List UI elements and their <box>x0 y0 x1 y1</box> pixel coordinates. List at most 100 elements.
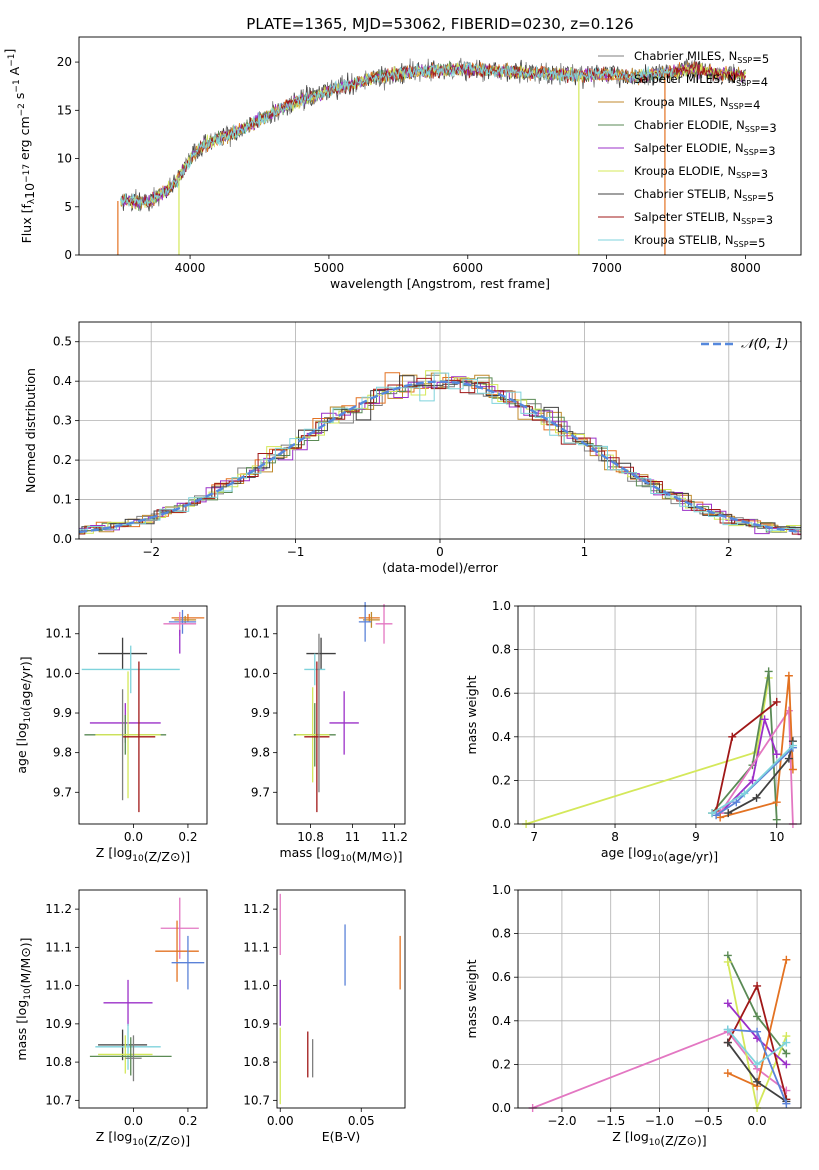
spectrum-line <box>120 61 674 208</box>
panel-age_vs_Z: 0.0 0.29.79.89.910.010.1Z [log10(Z/Z⊙)]ag… <box>14 605 208 864</box>
y-tick-label: 0.3 <box>53 414 72 428</box>
weight-marker <box>753 1027 762 1036</box>
x-tick-label: 0.2 <box>178 1114 197 1128</box>
label-part: =3 <box>759 144 776 158</box>
label-part: SSP <box>736 171 751 180</box>
y-tick-label: 0.6 <box>492 970 511 984</box>
y-tick-label: 9.7 <box>53 785 72 799</box>
label-part: (Z/Z⊙)] <box>144 849 190 864</box>
x-tick-label: 8 <box>611 830 619 844</box>
label-part: Chabrier ELODIE, N <box>634 118 745 132</box>
label-part: (Z/Z⊙)] <box>660 1133 706 1148</box>
legend-label: 𝒩(0, 1) <box>741 337 788 352</box>
x-tick-label: 5000 <box>314 261 345 275</box>
residual-histogram <box>79 377 801 533</box>
weight-line <box>711 671 778 820</box>
label-part: SSP <box>744 148 759 157</box>
x-axis-label: E(B-V) <box>322 1129 361 1144</box>
label-part: log <box>14 1000 29 1019</box>
weight-marker <box>716 813 725 822</box>
axes-frame <box>517 605 802 825</box>
label-part: 10 <box>23 988 33 1000</box>
x-tick-label: −1.0 <box>645 1114 674 1128</box>
panel-weight_vs_Z: −2.0 −1.5 −1.0 −0.5 0.0 0.0 0.2 0.4 0.6 0.8 1.0 Z [… <box>464 883 802 1148</box>
weight-marker <box>723 1069 732 1078</box>
y-tick-label: 10.1 <box>45 627 72 641</box>
x-tick-label: 4000 <box>175 261 206 275</box>
label-part: Salpeter STELIB, N <box>634 210 741 224</box>
weight-marker <box>782 955 791 964</box>
y-tick-label: 10.9 <box>45 1017 72 1031</box>
y-tick-label: 9.9 <box>53 706 72 720</box>
label-part: mass [ <box>14 1019 29 1061</box>
label-part: Kroupa ELODIE, N <box>634 164 736 178</box>
x-tick-label: 9 <box>692 830 700 844</box>
y-tick-label: 0.6 <box>492 686 511 700</box>
y-tick-label: 10.7 <box>45 1093 72 1107</box>
weight-marker <box>772 815 781 824</box>
label-part: mass [ <box>279 845 321 860</box>
weight-line <box>715 701 778 812</box>
label-part: mass weight <box>464 675 479 754</box>
y-tick-label: 5 <box>64 200 72 214</box>
panel-mass_vs_Z: 0.0 0.210.710.810.911.011.111.2Z [log10(Z… <box>14 889 208 1148</box>
x-tick-label: −0.5 <box>694 1114 723 1128</box>
legend-label: Chabrier MILES, NSSP=5 <box>634 49 769 66</box>
panel-mass_vs_EBV: 0.00 0.05 10.7 10.8 10.9 11.0 11.1 11.2 E(B-V) <box>243 889 406 1144</box>
y-tick-label: 10.0 <box>45 666 72 680</box>
weight-marker <box>788 741 797 750</box>
weight-marker <box>723 957 732 966</box>
x-axis-label: Z [log10(Z/Z⊙)] <box>96 1129 190 1148</box>
y-tick-label: 10.8 <box>243 1055 270 1069</box>
weight-marker <box>782 1038 791 1047</box>
label-part: Chabrier MILES, N <box>634 49 737 63</box>
label-part: age [ <box>14 742 29 774</box>
axes-frame <box>276 889 406 1109</box>
label-part: erg cm <box>17 116 32 164</box>
label-part: =4 <box>744 98 761 112</box>
legend-label: Salpeter MILES, NSSP=4 <box>634 72 768 89</box>
y-axis-label: mass weight <box>464 675 479 754</box>
label-part: (M/M⊙)] <box>18 937 33 988</box>
label-part: (age/yr)] <box>663 849 718 864</box>
y-tick-label: 20 <box>57 55 72 69</box>
weight-marker <box>723 999 732 1008</box>
weight-line <box>532 1030 787 1109</box>
y-tick-label: 0.4 <box>53 374 72 388</box>
y-axis-label: age [log10(age/yr)] <box>14 656 33 773</box>
label-part: E(B-V) <box>322 1129 361 1144</box>
label-part: (data-model)/error <box>382 560 499 575</box>
weight-marker <box>753 1060 762 1069</box>
weight-marker <box>782 1099 791 1108</box>
weight-marker <box>732 798 741 807</box>
label-part: SSP <box>745 125 760 134</box>
y-tick-label: 0.2 <box>53 453 72 467</box>
x-tick-label: 2 <box>725 545 733 559</box>
y-tick-label: 0.2 <box>492 1057 511 1071</box>
x-tick-label: 0.0 <box>124 830 143 844</box>
y-tick-label: 10.0 <box>243 666 270 680</box>
label-part: λ <box>27 198 37 204</box>
x-tick-label: 8000 <box>730 261 761 275</box>
label-part: SSP <box>734 240 749 249</box>
axes-frame <box>78 36 802 256</box>
y-tick-label: 11.1 <box>45 940 72 954</box>
y-tick-label: 0.5 <box>53 335 72 349</box>
label-part: =4 <box>751 75 768 89</box>
weight-marker <box>753 981 762 990</box>
weight-line <box>525 677 770 825</box>
label-part: Salpeter ELODIE, N <box>634 141 744 155</box>
label-part: =5 <box>757 190 774 204</box>
label-part: Kroupa MILES, N <box>634 95 729 109</box>
label-part: Z [ <box>612 1129 629 1144</box>
y-tick-label: 9.9 <box>251 706 270 720</box>
x-tick-label: 11 <box>345 830 360 844</box>
label-part: 10 <box>652 854 664 864</box>
weight-marker <box>752 793 761 802</box>
weight-marker <box>784 754 793 763</box>
weight-marker <box>788 765 797 774</box>
axes-frame <box>78 605 208 825</box>
x-tick-label: 0.0 <box>748 1114 767 1128</box>
y-tick-label: 10.1 <box>243 627 270 641</box>
